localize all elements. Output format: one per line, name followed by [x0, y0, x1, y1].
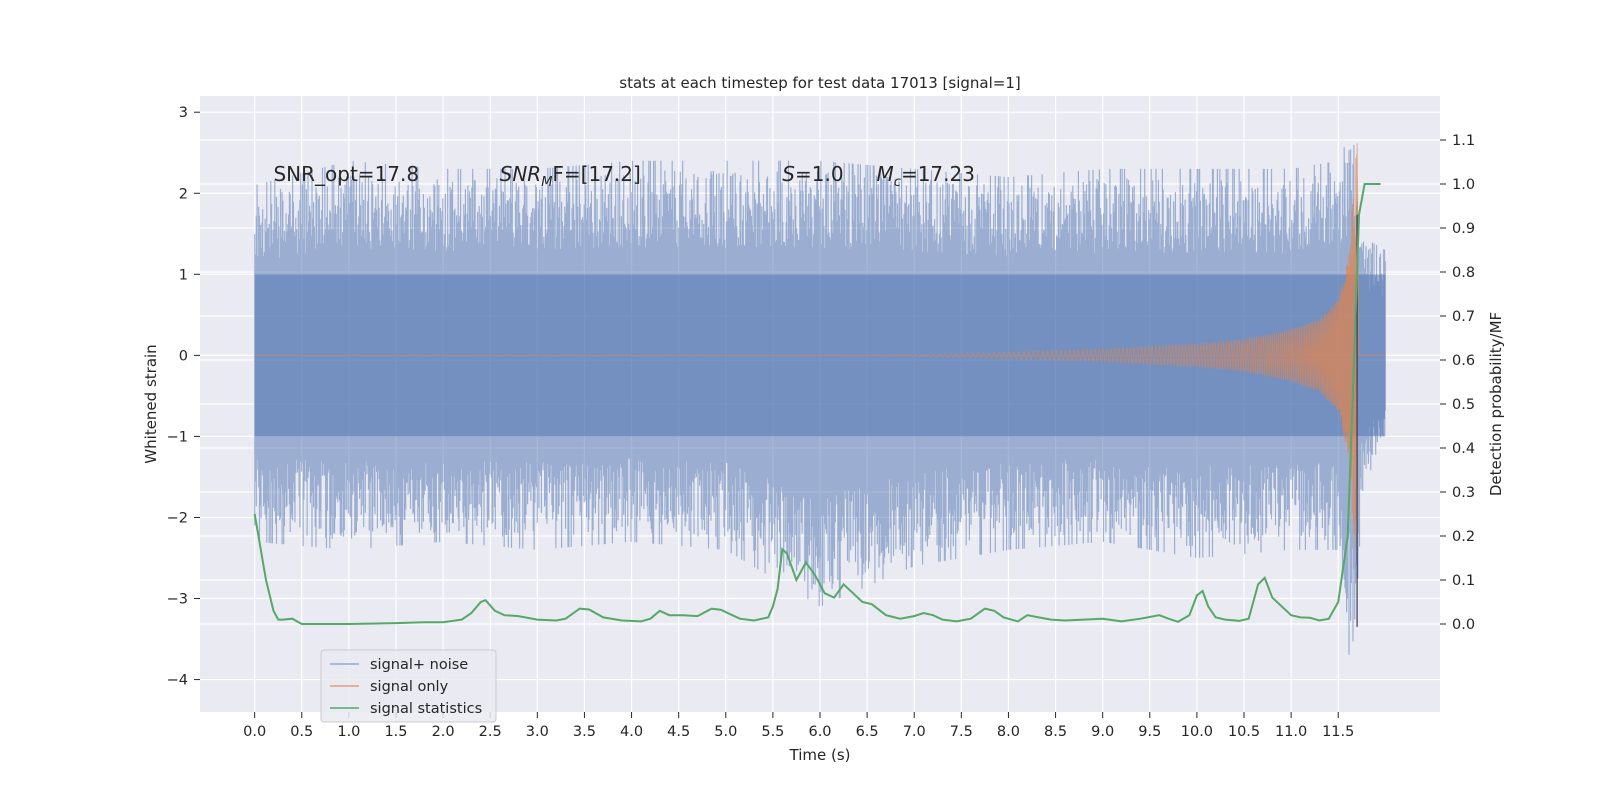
x-tick-label: 2.0 [432, 724, 455, 740]
annotation-1: SNRMF=[17.2] [500, 162, 641, 190]
y-right-axis-ticks: 1.1 1.0 0.9 0.8 0.7 0.6 0.5 0.4 0.3 0.2 0.1 0.0 [1440, 133, 1475, 633]
annotation-2: S=1.0 [782, 162, 843, 186]
x-tick-label: 3.0 [526, 724, 549, 740]
y-left-tick-label: −3 [167, 592, 188, 608]
y-right-tick-label: 0.7 [1452, 309, 1475, 325]
y-right-tick-label: 0.2 [1452, 529, 1475, 545]
x-tick-label: 11.5 [1322, 724, 1354, 740]
annotation-main: M [877, 162, 894, 186]
y-right-tick-label: 0.5 [1452, 397, 1475, 413]
x-tick-label: 10.0 [1181, 724, 1213, 740]
y-right-tick-label: 0.3 [1452, 485, 1475, 501]
x-axis-ticks: 0.0 0.5 1.0 1.5 2.0 2.5 3.0 3.5 4.0 4.5 5.0 5.5 6.0 6… [243, 712, 1354, 740]
x-tick-label: 4.5 [667, 724, 690, 740]
chart-title: stats at each timestep for test data 170… [619, 74, 1020, 92]
x-tick-label: 7.5 [950, 724, 973, 740]
x-tick-label: 0.5 [290, 724, 313, 740]
x-tick-label: 7.0 [903, 724, 926, 740]
y-left-tick-label: 1 [179, 267, 188, 283]
y-left-tick-label: 0 [179, 348, 188, 364]
x-tick-label: 0.0 [243, 724, 266, 740]
y-left-tick-label: −2 [167, 510, 188, 526]
y-right-tick-label: 1.1 [1452, 133, 1475, 149]
x-tick-label: 4.0 [620, 724, 643, 740]
y-right-tick-label: 0.8 [1452, 265, 1475, 281]
x-tick-label: 5.0 [714, 724, 737, 740]
x-tick-label: 6.5 [856, 724, 879, 740]
y-left-tick-label: −1 [167, 429, 188, 445]
signal-only-trace [254, 143, 1386, 569]
y-left-axis-label: Whitened strain [142, 344, 160, 463]
x-tick-label: 11.0 [1275, 724, 1307, 740]
legend-label-signal-plus-noise: signal+ noise [370, 657, 468, 673]
annotations: SNR_opt=17.8 SNRMF=[17.2] S=1.0 Mc=17.23 [273, 162, 974, 190]
y-right-tick-label: 0.9 [1452, 221, 1475, 237]
series-signal-statistics [253, 183, 1381, 625]
y-right-tick-label: 0.4 [1452, 441, 1475, 457]
x-tick-label: 1.0 [337, 724, 360, 740]
x-tick-label: 2.5 [479, 724, 502, 740]
annotation-tail: =1.0 [795, 162, 844, 186]
x-tick-label: 6.0 [808, 724, 831, 740]
signal-statistics-line [253, 183, 1381, 625]
x-tick-label: 8.0 [997, 724, 1020, 740]
y-right-axis-label: Detection probability/MF [1487, 312, 1505, 496]
y-left-tick-label: 2 [179, 186, 188, 202]
annotation-0: SNR_opt=17.8 [273, 162, 419, 186]
annotation-tail: F=[17.2] [552, 162, 640, 186]
y-right-tick-label: 0.6 [1452, 353, 1475, 369]
y-left-axis-ticks: 3 2 1 0 −1 −2 −3 −4 [167, 105, 200, 689]
annotation-tail: =17.23 [901, 162, 975, 186]
y-left-tick-label: −4 [167, 673, 188, 689]
x-axis-label: Time (s) [789, 746, 851, 764]
annotation-subscript: c [894, 175, 901, 190]
x-tick-label: 8.5 [1044, 724, 1067, 740]
legend-box [320, 649, 497, 723]
y-right-tick-label: 1.0 [1452, 177, 1475, 193]
annotation-main: S [782, 162, 795, 186]
x-tick-label: 10.5 [1228, 724, 1260, 740]
annotation-main: SNR [500, 162, 542, 186]
y-right-tick-label: 0.0 [1452, 617, 1475, 633]
y-right-tick-label: 0.1 [1452, 573, 1475, 589]
x-tick-label: 5.5 [761, 724, 784, 740]
annotation-main: SNR_opt=17.8 [273, 162, 419, 186]
x-tick-label: 3.5 [573, 724, 596, 740]
x-tick-label: 9.5 [1138, 724, 1161, 740]
annotation-3: Mc=17.23 [877, 162, 975, 190]
legend: signal+ noise signal only signal statist… [320, 649, 497, 723]
annotation-subscript: M [541, 175, 552, 190]
legend-label-signal-statistics: signal statistics [370, 701, 482, 717]
x-tick-label: 9.0 [1091, 724, 1114, 740]
legend-label-signal-only: signal only [370, 679, 449, 695]
y-left-tick-label: 3 [179, 105, 188, 121]
x-tick-label: 1.5 [384, 724, 407, 740]
